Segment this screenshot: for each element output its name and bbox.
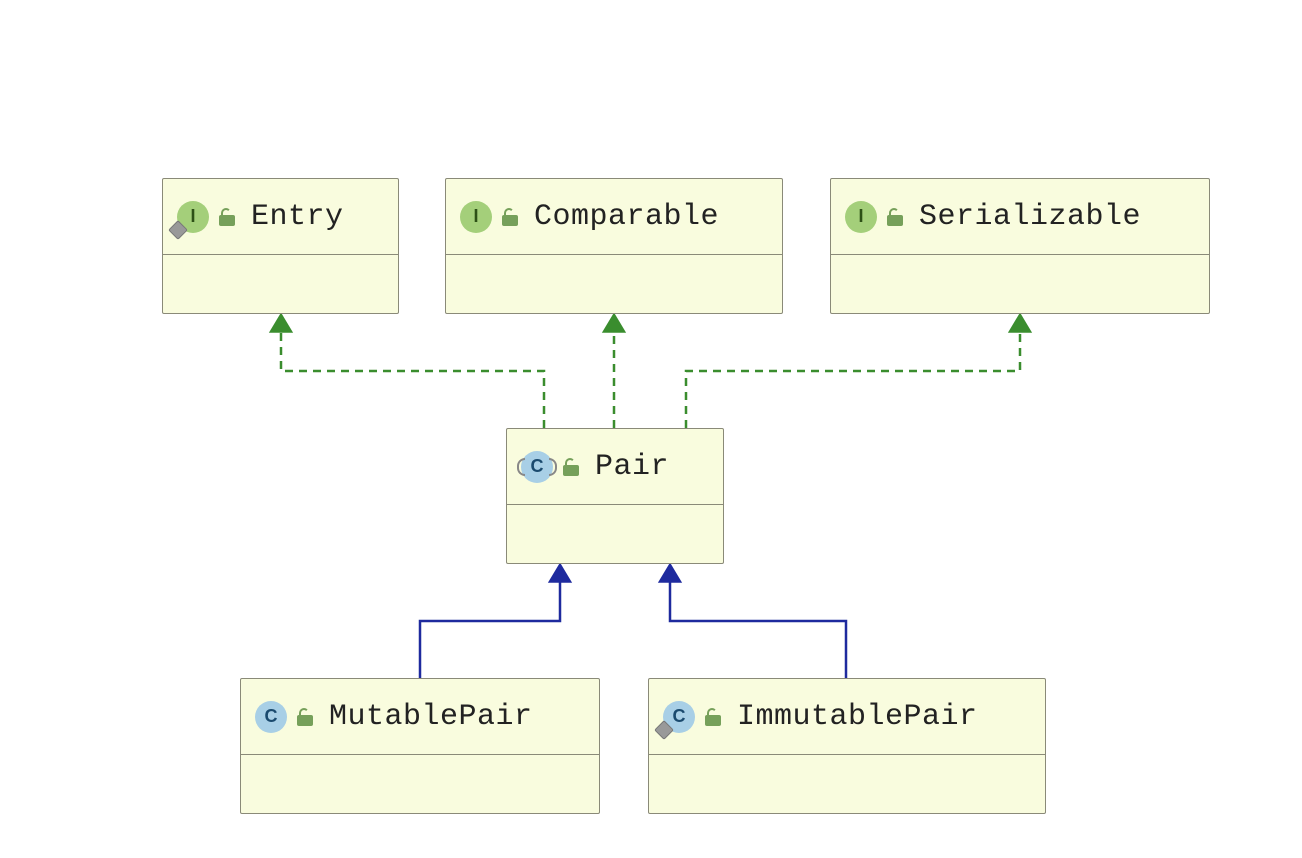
arrowhead-icon [1009, 314, 1031, 332]
abstract-marker-icon [521, 451, 553, 483]
node-body [446, 255, 782, 315]
edge-pair-to-entry [281, 332, 544, 428]
node-label: Entry [251, 200, 344, 234]
arrowhead-icon [603, 314, 625, 332]
edge-pair-to-serializable [686, 332, 1020, 428]
edge-mutablepair-to-pair [420, 582, 560, 678]
node-body [649, 755, 1045, 815]
unlock-icon [297, 708, 313, 726]
uml-node-immutablepair: C ImmutablePair [648, 678, 1046, 814]
unlock-icon [219, 208, 235, 226]
node-body [831, 255, 1209, 315]
node-body [163, 255, 398, 315]
uml-node-serializable: I Serializable [830, 178, 1210, 314]
node-header: I Serializable [831, 179, 1209, 255]
class-badge-icon: C [521, 451, 553, 483]
node-label: Comparable [534, 200, 719, 234]
arrowhead-icon [659, 564, 681, 582]
unlock-icon [887, 208, 903, 226]
arrowhead-icon [549, 564, 571, 582]
node-header: I Comparable [446, 179, 782, 255]
unlock-icon [502, 208, 518, 226]
arrowhead-icon [270, 314, 292, 332]
node-label: Pair [595, 450, 669, 484]
node-label: ImmutablePair [737, 700, 978, 734]
unlock-icon [705, 708, 721, 726]
unlock-icon [563, 458, 579, 476]
interface-badge-icon: I [845, 201, 877, 233]
interface-badge-icon: I [177, 201, 209, 233]
decorator-icon [168, 220, 188, 240]
node-header: I Entry [163, 179, 398, 255]
node-header: C Pair [507, 429, 723, 505]
uml-node-comparable: I Comparable [445, 178, 783, 314]
node-body [241, 755, 599, 815]
node-label: Serializable [919, 200, 1141, 234]
uml-node-entry: I Entry [162, 178, 399, 314]
class-badge-icon: C [663, 701, 695, 733]
decorator-icon [654, 720, 674, 740]
node-label: MutablePair [329, 700, 533, 734]
edge-immutablepair-to-pair [670, 582, 846, 678]
node-header: C ImmutablePair [649, 679, 1045, 755]
class-badge-icon: C [255, 701, 287, 733]
interface-badge-icon: I [460, 201, 492, 233]
uml-node-mutablepair: C MutablePair [240, 678, 600, 814]
uml-diagram-canvas: I Entry I Comparable I Serializable C Pair C Muta… [0, 0, 1302, 858]
uml-node-pair: C Pair [506, 428, 724, 564]
node-body [507, 505, 723, 565]
node-header: C MutablePair [241, 679, 599, 755]
